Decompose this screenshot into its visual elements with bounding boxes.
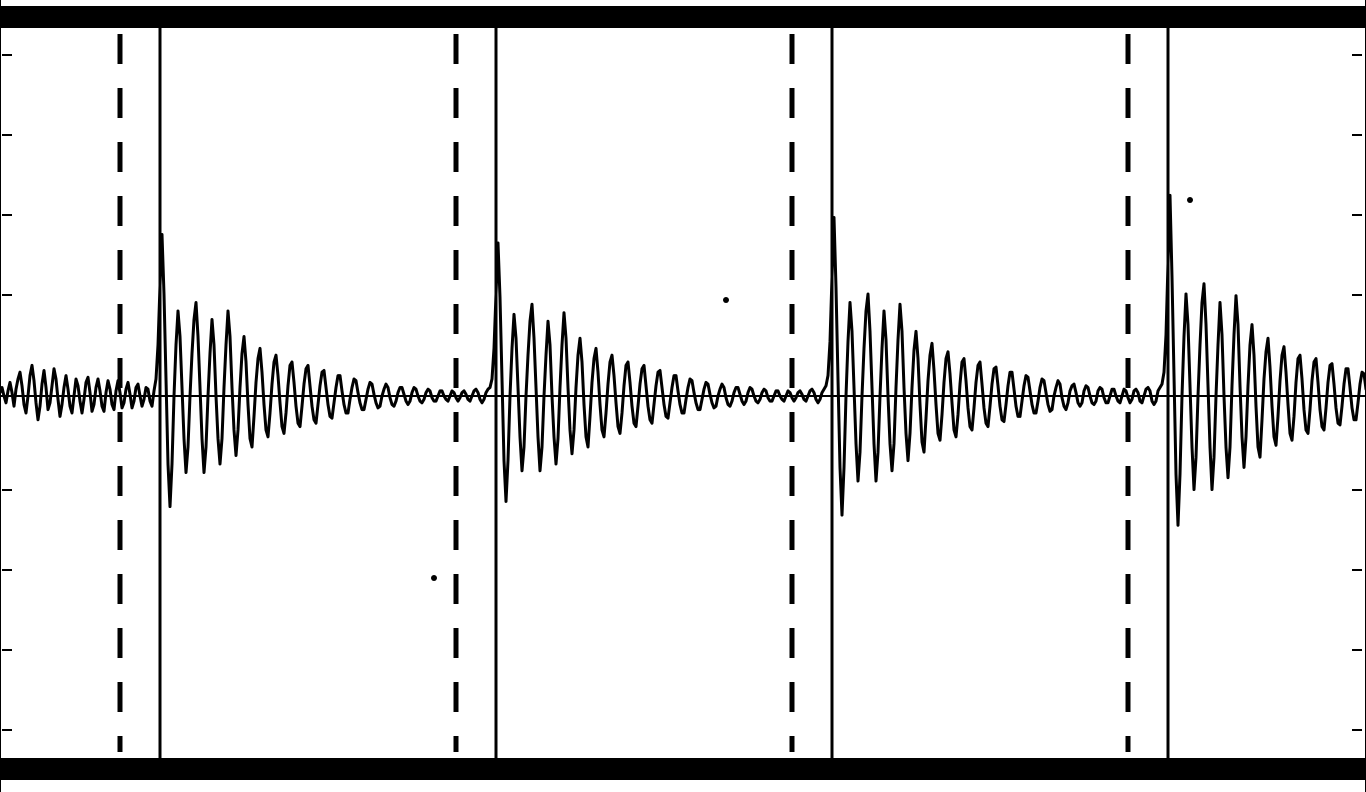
oscilloscope-chart [0,0,1366,792]
chart-svg [0,0,1366,792]
